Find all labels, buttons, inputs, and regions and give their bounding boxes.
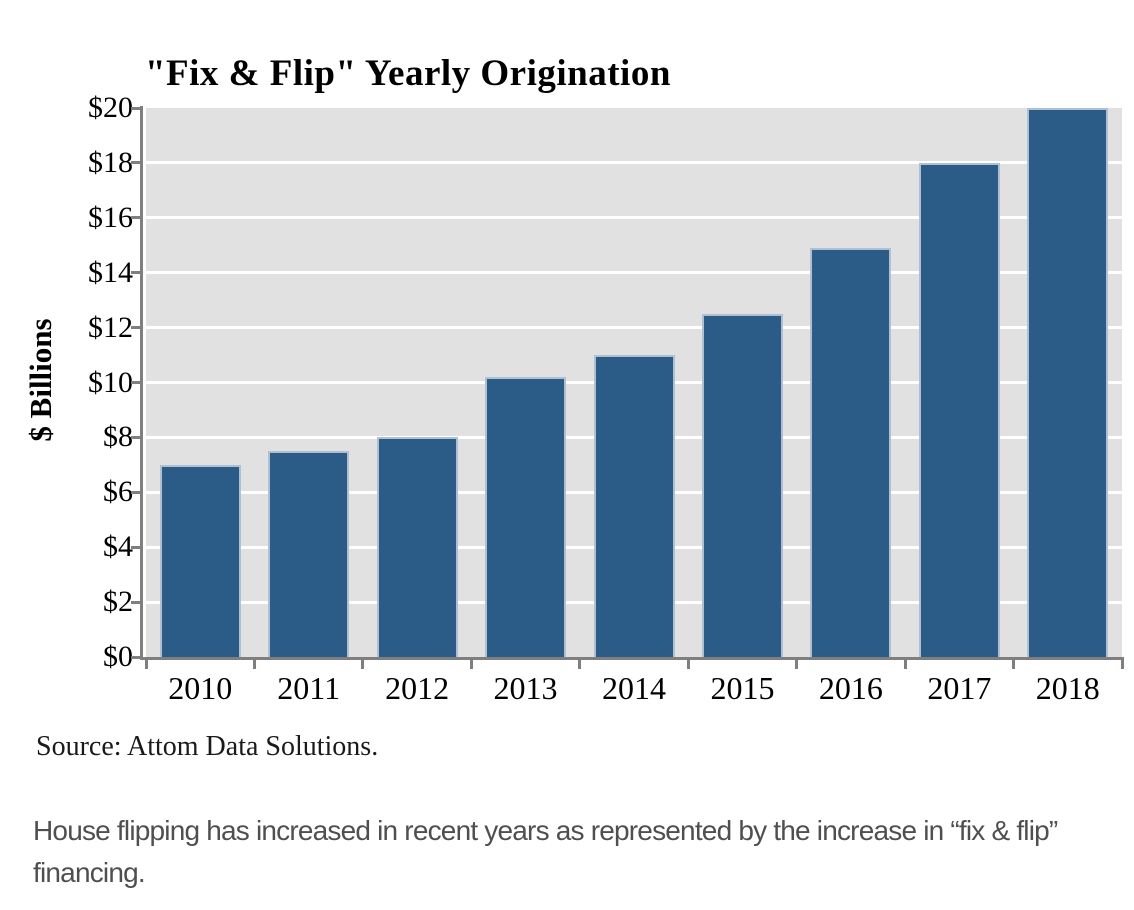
gridline-12 <box>146 326 1122 330</box>
y-tick-mark-20 <box>131 106 140 110</box>
x-tick-label-2013: 2013 <box>493 670 558 706</box>
x-tick-mark-2 <box>361 660 365 669</box>
bar-2015 <box>701 313 783 657</box>
x-tick-mark-7 <box>903 660 907 669</box>
plot-area <box>146 108 1122 657</box>
y-tick-label-16: $16 <box>88 200 133 234</box>
x-tick-mark-9 <box>1120 660 1124 669</box>
bar-2018 <box>1027 108 1109 657</box>
x-tick-label-2015: 2015 <box>710 670 775 706</box>
y-tick-mark-6 <box>131 490 140 494</box>
x-tick-mark-4 <box>578 660 582 669</box>
y-tick-label-8: $8 <box>103 420 133 454</box>
bar-2012 <box>376 437 458 657</box>
bar-2014 <box>593 355 675 657</box>
caption-text: House flipping has increased in recent y… <box>33 815 1058 888</box>
source-note: Source: Attom Data Solutions. <box>36 731 379 762</box>
y-tick-mark-0 <box>131 655 140 659</box>
y-tick-label-20: $20 <box>88 91 133 124</box>
x-tick-mark-5 <box>686 660 690 669</box>
y-tick-label-2: $2 <box>103 585 133 619</box>
x-tick-label-2010: 2010 <box>168 670 233 706</box>
y-tick-mark-16 <box>131 216 140 220</box>
x-tick-label-2012: 2012 <box>385 670 450 706</box>
x-tick-label-2014: 2014 <box>601 670 666 706</box>
x-tick-mark-0 <box>144 660 148 669</box>
y-tick-label-12: $12 <box>88 310 133 344</box>
x-tick-label-2016: 2016 <box>818 670 883 706</box>
y-tick-label-18: $18 <box>88 145 133 179</box>
y-tick-mark-8 <box>131 435 140 439</box>
gridline-18 <box>146 161 1122 165</box>
y-axis-line <box>140 106 143 660</box>
y-tick-mark-14 <box>131 271 140 275</box>
chart-title: "Fix & Flip" Yearly Origination <box>145 53 671 94</box>
y-tick-label-0: $0 <box>103 640 133 673</box>
bar-2013 <box>485 377 567 657</box>
bar-2016 <box>810 248 892 657</box>
y-tick-label-4: $4 <box>103 530 133 564</box>
x-axis-line <box>140 657 1124 660</box>
bar-2011 <box>268 451 350 657</box>
x-tick-mark-3 <box>469 660 473 669</box>
bar-2017 <box>918 162 1000 657</box>
x-tick-mark-6 <box>795 660 799 669</box>
y-tick-mark-18 <box>131 161 140 165</box>
y-tick-mark-10 <box>131 381 140 384</box>
x-tick-mark-1 <box>252 660 256 669</box>
y-tick-label-10: $10 <box>88 365 133 399</box>
y-tick-mark-4 <box>131 545 140 549</box>
x-tick-label-2011: 2011 <box>277 670 341 706</box>
gridline-14 <box>146 271 1122 275</box>
bar-2010 <box>159 464 241 657</box>
y-tick-mark-2 <box>131 600 140 604</box>
gridline-16 <box>146 216 1122 220</box>
y-tick-label-14: $14 <box>88 255 133 289</box>
y-tick-mark-12 <box>131 326 140 330</box>
y-tick-label-6: $6 <box>103 475 133 509</box>
x-tick-label-2017: 2017 <box>927 670 992 706</box>
x-tick-mark-8 <box>1012 660 1016 669</box>
x-tick-label-2018: 2018 <box>1035 670 1100 706</box>
x-axis-tick-labels: 2010 2011 2012 2013 2014 2015 2016 2017 2018 <box>146 671 1122 711</box>
y-axis-tick-labels: $0 $2 $4 $6 $8 $10 $12 $14 $16 $18 $20 <box>30 93 133 672</box>
